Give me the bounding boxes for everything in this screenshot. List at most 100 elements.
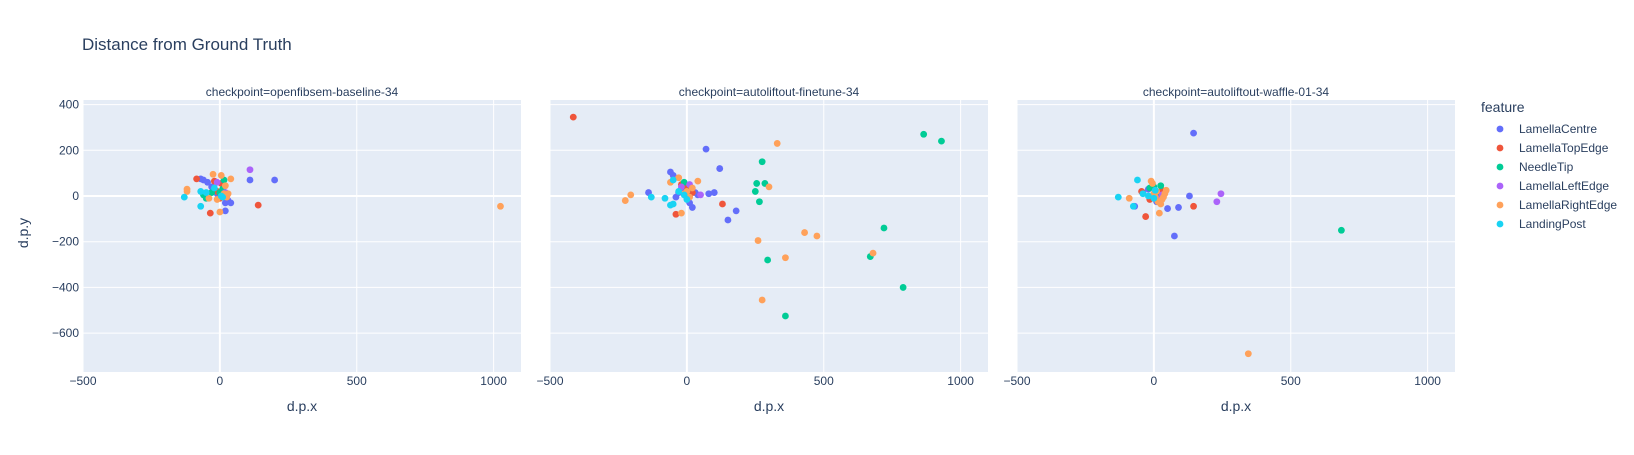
data-point: [1157, 182, 1165, 190]
legend-label: LamellaTopEdge: [1519, 141, 1609, 155]
data-point: [1190, 129, 1197, 137]
y-tick-label: 0: [72, 189, 79, 203]
data-point: [1186, 192, 1193, 200]
data-point: [217, 172, 225, 179]
data-point: [1244, 350, 1252, 358]
data-point: [724, 216, 732, 224]
data-point: [205, 194, 213, 202]
subplot-title: checkpoint=autoliftout-waffle-01-34: [1143, 85, 1330, 99]
data-point: [1142, 213, 1150, 220]
data-point: [1134, 176, 1141, 184]
subplot-2: checkpoint=autoliftout-finetune-34 −500 0 5…: [536, 85, 988, 414]
data-point: [899, 284, 907, 291]
data-point: [1151, 186, 1159, 194]
data-point: [1114, 193, 1122, 201]
subplot-title: checkpoint=openfibsem-baseline-34: [206, 85, 399, 99]
x-tick-label: −500: [69, 374, 96, 388]
data-point: [209, 170, 217, 178]
data-point: [246, 166, 254, 174]
plot-area: [550, 100, 988, 372]
data-point: [219, 193, 227, 201]
series-LandingPost: [180, 184, 227, 210]
data-point: [180, 193, 188, 201]
data-point: [1150, 194, 1158, 202]
legend-marker: [1496, 125, 1504, 133]
data-point: [764, 256, 772, 264]
subplot-title: checkpoint=autoliftout-finetune-34: [679, 85, 860, 99]
data-point: [1145, 192, 1152, 200]
data-point: [773, 140, 781, 147]
data-point: [197, 188, 205, 195]
data-point: [271, 176, 279, 184]
data-point: [183, 188, 191, 195]
data-point: [627, 191, 635, 199]
x-tick-label: 1000: [947, 374, 974, 388]
legend-item: LamellaLeftEdge: [1496, 179, 1609, 193]
series-LandingPost: [1114, 176, 1159, 210]
x-tick-label: 1000: [1414, 374, 1441, 388]
x-tick-label: 1000: [480, 374, 507, 388]
data-point: [732, 207, 740, 215]
data-point: [705, 190, 713, 198]
legend-title: feature: [1481, 99, 1525, 115]
data-point: [751, 188, 759, 195]
legend-label: NeedleTip: [1519, 160, 1574, 174]
x-tick-label: 500: [347, 374, 367, 388]
data-point: [1337, 226, 1345, 234]
legend-label: LamellaLeftEdge: [1519, 179, 1609, 193]
data-point: [694, 177, 702, 185]
data-point: [920, 130, 928, 138]
y-tick-label: −200: [52, 235, 79, 249]
data-point: [213, 178, 221, 186]
legend-label: LamellaCentre: [1519, 122, 1597, 136]
x-tick-label: 500: [1281, 374, 1301, 388]
data-point: [675, 174, 683, 182]
data-point: [224, 190, 232, 198]
legend-label: LandingPost: [1519, 217, 1586, 231]
data-point: [753, 180, 761, 187]
data-point: [813, 232, 821, 240]
data-point: [569, 113, 577, 121]
data-point: [697, 191, 704, 199]
series-NeedleTip: [680, 130, 945, 320]
data-point: [758, 296, 766, 304]
data-point: [621, 197, 629, 204]
legend-marker: [1496, 220, 1504, 228]
data-point: [669, 176, 677, 184]
data-point: [719, 200, 726, 208]
data-point: [801, 229, 808, 236]
legend-marker: [1496, 182, 1504, 190]
data-point: [1125, 194, 1133, 202]
data-point: [647, 193, 655, 201]
legend-item: LandingPost: [1496, 217, 1586, 231]
x-tick-label: 0: [684, 374, 691, 388]
data-point: [497, 202, 504, 210]
x-axis-label: d.p.x: [1221, 398, 1251, 414]
legend-item: NeedleTip: [1496, 160, 1574, 174]
data-point: [227, 175, 235, 183]
data-point: [683, 196, 691, 203]
data-point: [669, 200, 677, 208]
data-point: [202, 189, 210, 196]
data-point: [765, 183, 773, 191]
series-LandingPost: [647, 176, 691, 209]
x-axis-label: d.p.x: [287, 398, 317, 414]
data-point: [197, 202, 205, 210]
data-point: [216, 208, 224, 216]
subplot-1: checkpoint=openfibsem-baseline-34 −500 0 50…: [52, 85, 521, 414]
data-point: [710, 189, 718, 196]
data-point: [672, 210, 680, 218]
data-point: [1175, 204, 1182, 211]
data-point: [227, 199, 235, 207]
plot-area: [1017, 100, 1455, 372]
data-point: [1162, 186, 1170, 194]
legend-item: LamellaRightEdge: [1496, 198, 1617, 212]
y-axis-label: d.p.y: [15, 218, 31, 248]
data-point: [1139, 190, 1147, 198]
x-tick-label: 0: [217, 374, 224, 388]
legend-item: LamellaTopEdge: [1496, 141, 1609, 155]
y-tick-label: 200: [59, 143, 79, 157]
data-point: [221, 182, 229, 190]
